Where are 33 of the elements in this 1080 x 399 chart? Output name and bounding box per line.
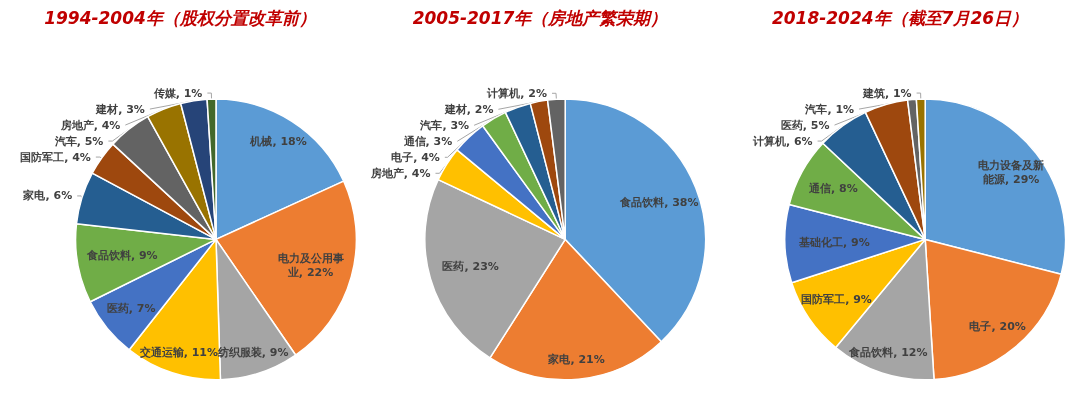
chart-title: 1994-2004年（股权分置改革前） (44, 7, 316, 28)
slice-label: 医药, 5% (780, 118, 830, 132)
slice-label: 计算机, 6% (751, 134, 813, 148)
slice-label: 计算机, 2% (486, 86, 548, 100)
slice-label: 建材, 2% (443, 102, 494, 116)
slice-label: 医药, 23% (442, 260, 499, 274)
slice-label: 国防军工, 4% (20, 150, 91, 164)
slice-label: 食品饮料, 9% (85, 249, 158, 263)
slice-label: 建材, 3% (95, 102, 145, 116)
slice-label: 电子, 20% (969, 320, 1026, 334)
slice-label: 食品饮料, 38% (619, 195, 699, 209)
slice-label: 基础化工, 9% (798, 235, 870, 249)
slice-label: 电子, 4% (391, 150, 440, 164)
slice-label: 机械, 18% (249, 135, 307, 149)
slice-label: 医药, 7% (106, 301, 156, 315)
slice-label: 汽车, 5% (53, 134, 104, 148)
slice-label: 交通运输, 11% (138, 346, 218, 360)
slice-label: 建筑, 1% (861, 86, 912, 100)
slice-label: 国防军工, 9% (801, 293, 872, 307)
slice-label: 家电, 6% (22, 189, 73, 203)
chart-title: 2018-2024年（截至7月26日） (771, 7, 1029, 28)
slice-label: 通信, 8% (808, 182, 858, 196)
slice-label: 房地产, 4% (59, 118, 121, 132)
slice-label: 家电, 21% (547, 352, 605, 366)
chart-title: 2005-2017年（房地产繁荣期） (412, 7, 668, 28)
slice-label: 房地产, 4% (369, 166, 431, 180)
slice-label: 汽车, 1% (804, 102, 855, 116)
slice-label: 传媒, 1% (152, 86, 203, 100)
slice-label: 汽车, 3% (419, 118, 470, 132)
slice-label: 电力设备及新能源, 29% (978, 159, 1045, 187)
slice-label: 电力及公用事业, 22% (277, 252, 344, 280)
slice-label: 通信, 3% (402, 134, 453, 148)
slice-label: 食品饮料, 12% (848, 346, 928, 360)
